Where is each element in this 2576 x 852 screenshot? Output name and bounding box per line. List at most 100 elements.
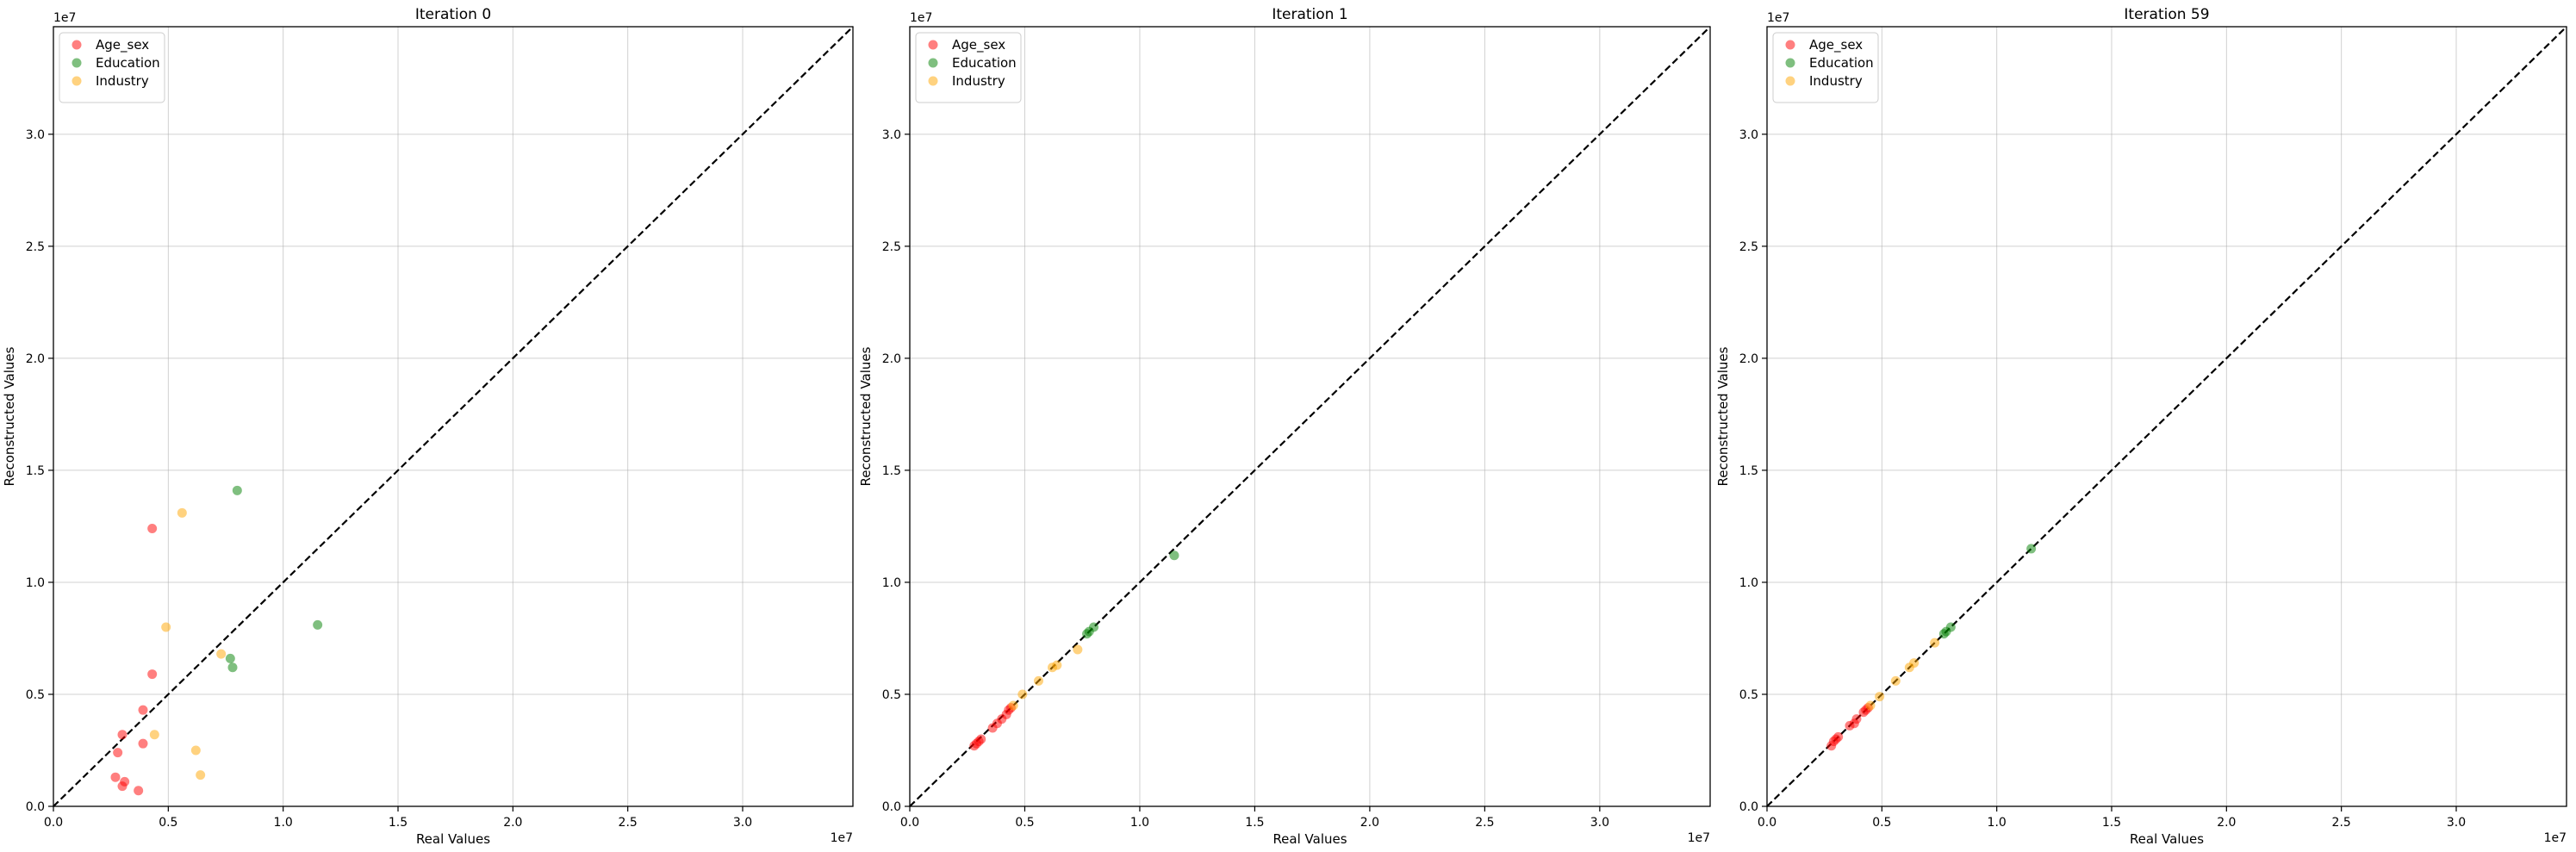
x-tick-label: 1.5 (1245, 816, 1264, 830)
chart-title: Iteration 59 (2124, 6, 2209, 23)
x-tick-label: 0.0 (44, 816, 63, 830)
legend-label: Industry (952, 73, 1005, 89)
x-axis-label: Real Values (2130, 831, 2204, 847)
x-axis-label: Real Values (1272, 831, 1347, 847)
axes-frame (53, 26, 854, 807)
y-tick-label: 0.0 (882, 800, 901, 814)
legend: Age_sex Education Industry (915, 32, 1022, 103)
y-tick-label: 2.0 (882, 352, 901, 366)
y-tick-label: 2.5 (882, 240, 901, 254)
legend-marker-age-sex (72, 40, 82, 50)
x-tick-label: 3.0 (733, 816, 752, 830)
legend-label: Industry (96, 73, 149, 89)
point-age-sex (117, 730, 128, 740)
chart-title: Iteration 1 (1272, 6, 1347, 23)
x-tick-label: 1.0 (1988, 816, 2007, 830)
legend-box (915, 32, 1022, 103)
y-offset-label: 1e7 (1767, 11, 1789, 25)
point-age-sex (138, 705, 148, 715)
x-axis-label: Real Values (416, 831, 490, 847)
legend-marker-age-sex (1785, 40, 1795, 50)
y-tick-label: 0.5 (26, 688, 45, 702)
legend-label: Education (1809, 55, 1874, 71)
legend-label: Industry (1809, 73, 1863, 89)
point-education (2026, 544, 2037, 554)
point-industry (190, 745, 201, 756)
chart-panel-1: 0.0 0.5 1.0 1.5 2.0 2.5 3.0 0.0 0.5 1.0 1.5 2.0 2.5 3… (2, 6, 854, 847)
chart-title: Iteration 0 (415, 6, 491, 23)
point-industry (1909, 658, 1920, 669)
axes-frame (1766, 26, 2567, 807)
point-industry (1033, 675, 1043, 686)
identity-reference-line (1766, 26, 2567, 807)
legend-box (1772, 32, 1879, 103)
y-tick-label: 0.0 (1739, 800, 1758, 814)
identity-reference-line (909, 26, 1711, 807)
x-offset-label: 1e7 (1688, 831, 1710, 845)
chart-panel-2: 0.0 0.5 1.0 1.5 2.0 2.5 3.0 0.0 0.5 1.0 1.5 2.0 2.5 3… (858, 6, 1711, 847)
y-tick-label: 0.0 (26, 800, 45, 814)
point-industry (1052, 660, 1062, 670)
y-tick-label: 1.5 (882, 464, 901, 478)
legend: Age_sex Education Industry (1772, 32, 1879, 103)
point-industry (1890, 675, 1901, 686)
axes-frame (909, 26, 1711, 807)
point-industry (161, 622, 171, 632)
point-age-sex (134, 786, 144, 796)
point-age-sex (147, 669, 158, 680)
point-education (1089, 622, 1099, 632)
x-tick-label: 1.0 (274, 816, 293, 830)
y-offset-label: 1e7 (53, 11, 76, 25)
legend-marker-education (72, 58, 82, 68)
point-age-sex (147, 524, 158, 534)
legend-label: Age_sex (952, 37, 1005, 53)
legend-label: Age_sex (96, 37, 149, 53)
y-tick-label: 3.0 (1739, 128, 1758, 142)
y-tick-label: 2.0 (26, 352, 45, 366)
y-offset-label: 1e7 (910, 11, 932, 25)
y-tick-label: 1.0 (1739, 576, 1758, 590)
legend-label: Age_sex (1809, 37, 1863, 53)
legend-marker-industry (928, 76, 938, 86)
point-industry (216, 649, 227, 659)
x-tick-label: 2.5 (1475, 816, 1494, 830)
chart-panel-3: 0.0 0.5 1.0 1.5 2.0 2.5 3.0 0.0 0.5 1.0 1.5 2.0 2.5 3… (1715, 6, 2567, 847)
y-tick-label: 2.0 (1739, 352, 1758, 366)
point-education (1945, 622, 1956, 632)
identity-reference-line (53, 26, 854, 807)
point-education (225, 653, 235, 663)
x-tick-label: 2.5 (2332, 816, 2351, 830)
y-tick-label: 1.5 (26, 464, 45, 478)
legend-box (59, 32, 165, 103)
x-tick-label: 2.5 (619, 816, 638, 830)
x-offset-label: 1e7 (2544, 831, 2567, 845)
y-axis-label: Reconstructed Values (858, 346, 874, 486)
legend-marker-industry (1785, 76, 1795, 86)
x-tick-label: 0.0 (1758, 816, 1776, 830)
y-tick-label: 3.0 (882, 128, 901, 142)
x-tick-label: 2.0 (2217, 816, 2236, 830)
x-tick-label: 3.0 (1590, 816, 1609, 830)
y-tick-label: 2.5 (26, 240, 45, 254)
point-education (227, 662, 238, 673)
x-tick-label: 3.0 (2447, 816, 2466, 830)
point-age-sex (1849, 718, 1859, 729)
x-tick-label: 1.0 (1130, 816, 1149, 830)
point-industry (1865, 700, 1876, 711)
y-tick-label: 3.0 (26, 128, 45, 142)
point-age-sex (1833, 731, 1844, 742)
x-tick-label: 0.5 (1015, 816, 1034, 830)
x-tick-label: 1.5 (2102, 816, 2121, 830)
point-industry (196, 770, 206, 780)
point-age-sex (138, 738, 148, 749)
legend-label: Education (96, 55, 160, 71)
y-tick-label: 2.5 (1739, 240, 1758, 254)
point-industry (1073, 644, 1083, 655)
point-education (313, 619, 323, 630)
point-age-sex (976, 734, 986, 744)
y-tick-label: 0.5 (882, 688, 901, 702)
x-tick-label: 0.5 (159, 816, 177, 830)
y-tick-label: 1.0 (26, 576, 45, 590)
x-tick-label: 0.0 (900, 816, 919, 830)
